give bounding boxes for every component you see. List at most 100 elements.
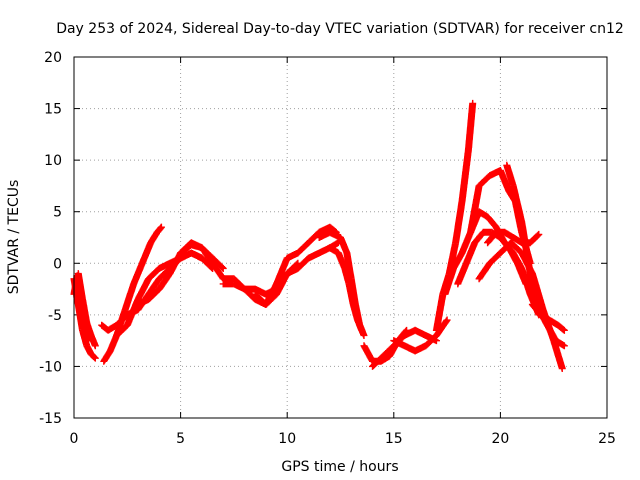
data-point-segment — [462, 240, 478, 267]
data-point — [91, 342, 99, 350]
y-tick-label: 10 — [44, 153, 62, 169]
data-point-segment — [528, 301, 544, 318]
y-tick-label: 0 — [53, 256, 62, 272]
data-point-segment — [518, 249, 536, 276]
data-point-segment — [155, 271, 173, 293]
series-arc-23 — [484, 228, 543, 247]
data-point-segment — [441, 266, 457, 298]
y-tick-label: 15 — [44, 102, 62, 118]
x-axis-label: GPS time / hours — [281, 459, 398, 475]
data-point-segment — [450, 250, 465, 272]
data-point-segment — [507, 239, 525, 256]
data-point-segment — [166, 250, 184, 278]
data-point — [83, 337, 91, 345]
data-point-segment — [74, 270, 86, 302]
data-point-segment — [475, 173, 493, 190]
data-point-segment — [343, 249, 355, 281]
data-point-segment — [83, 319, 95, 338]
data-point-segment — [198, 254, 216, 272]
series-arc-3 — [74, 270, 99, 350]
y-tick-label: 5 — [53, 205, 62, 221]
data-point-segment — [294, 255, 312, 272]
data-point-segment — [155, 260, 173, 272]
y-tick-label: -5 — [48, 308, 62, 324]
x-tick-label: 5 — [176, 431, 185, 447]
data-point-segment — [294, 240, 312, 257]
series-arc-17 — [432, 99, 477, 334]
data-point-segment — [486, 250, 503, 267]
data-point-segment — [390, 337, 407, 349]
data-point-segment — [147, 229, 160, 247]
data-point-segment — [432, 317, 450, 339]
x-tick-label: 20 — [491, 431, 509, 447]
data-point-segment — [379, 343, 397, 360]
data-point-segment — [454, 260, 470, 288]
data-point-segment — [475, 260, 493, 283]
data-point — [91, 354, 99, 362]
data-point-segment — [484, 213, 499, 230]
series-arc-5 — [98, 249, 206, 334]
data-point — [219, 264, 227, 272]
data-point-segment — [79, 295, 91, 326]
data-point-segment — [334, 249, 348, 271]
data-point-segment — [554, 321, 567, 334]
data-point — [522, 280, 530, 288]
data-point-segment — [283, 265, 301, 278]
data-point-segment — [283, 250, 301, 262]
data-point-segment — [209, 259, 226, 282]
y-axis-label: SDTVAR / TECUs — [6, 180, 22, 295]
data-point-segment — [305, 229, 322, 247]
series-arc-13 — [326, 244, 366, 334]
data-point-segment — [496, 167, 512, 194]
data-point — [560, 326, 568, 334]
data-point-segment — [422, 332, 440, 350]
data-point-segment — [503, 161, 517, 189]
data-point-segment — [145, 286, 162, 303]
data-point-segment — [130, 260, 146, 288]
data-point-segment — [411, 342, 429, 355]
data-point-segment — [113, 322, 130, 339]
data-point-segment — [145, 276, 163, 298]
data-point — [535, 230, 543, 238]
data-point-segment — [230, 280, 247, 293]
data-point-segment — [550, 337, 566, 371]
data-point — [443, 316, 451, 324]
x-tick-label: 25 — [598, 431, 616, 447]
data-point-segment — [305, 250, 322, 262]
chart-title: Day 253 of 2024, Sidereal Day-to-day VTE… — [56, 21, 624, 37]
series-arc-16 — [390, 316, 451, 355]
data-point-segment — [432, 292, 447, 334]
data-point-segment — [209, 254, 226, 272]
data-point-segment — [411, 326, 429, 339]
data-point-segment — [177, 242, 194, 257]
x-tick-label: 15 — [385, 431, 403, 447]
data-point-segment — [369, 353, 386, 370]
data-point-segment — [262, 281, 280, 308]
data-point-segment — [145, 265, 162, 283]
data-point — [157, 223, 165, 231]
data-point — [358, 326, 366, 334]
x-tick-label: 0 — [70, 431, 79, 447]
y-tick-label: 20 — [44, 50, 62, 66]
data-point — [469, 99, 477, 107]
data-point — [558, 364, 566, 372]
data-point-segment — [187, 249, 205, 262]
series-arc-24 — [528, 301, 568, 334]
data-point-segment — [134, 276, 152, 303]
data-point-segment — [121, 281, 137, 314]
data-point-segment — [198, 244, 216, 266]
series-arc-6 — [113, 249, 217, 339]
data-point — [560, 342, 568, 350]
data-point-segment — [526, 231, 542, 247]
data-point-segment — [484, 229, 499, 247]
data-point-segment — [273, 255, 291, 288]
data-point-segment — [471, 229, 487, 247]
data-point-segment — [337, 234, 350, 256]
data-point-segment — [464, 101, 477, 154]
data-point-segment — [326, 228, 343, 241]
data-point-segment — [458, 230, 474, 257]
plot-frame — [73, 56, 608, 419]
data-point-segment — [528, 270, 547, 312]
x-tick-labels: 0 5 10 15 20 25 — [70, 431, 616, 447]
